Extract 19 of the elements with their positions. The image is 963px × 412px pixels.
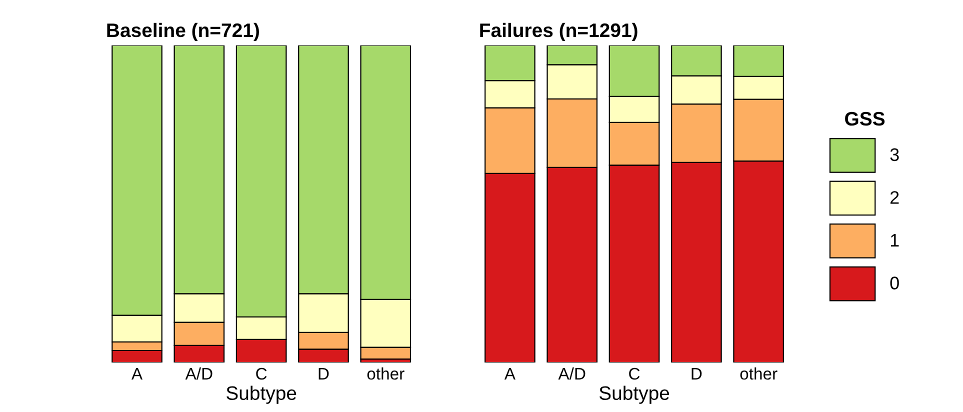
x-tick-label: A (504, 368, 516, 380)
x-axis-title: Subtype (226, 386, 296, 404)
legend-label: 1 (890, 234, 899, 246)
x-tick-label: D (692, 368, 702, 380)
x-tick-label: A/D (185, 367, 212, 380)
x-tick-label: D (318, 368, 329, 380)
chart-title: Failures (n=1291) (480, 22, 638, 42)
chart-title: Baseline (n=721) (107, 22, 259, 42)
legend-label: 0 (890, 276, 899, 290)
x-tick-label: other (740, 367, 778, 380)
x-tick-label: C (256, 368, 267, 380)
legend-label: 2 (890, 191, 899, 204)
x-tick-label: A (131, 368, 143, 380)
x-tick-label: other (367, 367, 404, 380)
legend-label: 3 (890, 148, 899, 162)
x-tick-label: A/D (558, 367, 586, 380)
legend-title: GSS (845, 112, 885, 126)
x-axis-title: Subtype (599, 386, 670, 404)
x-tick-label: C (629, 368, 640, 380)
